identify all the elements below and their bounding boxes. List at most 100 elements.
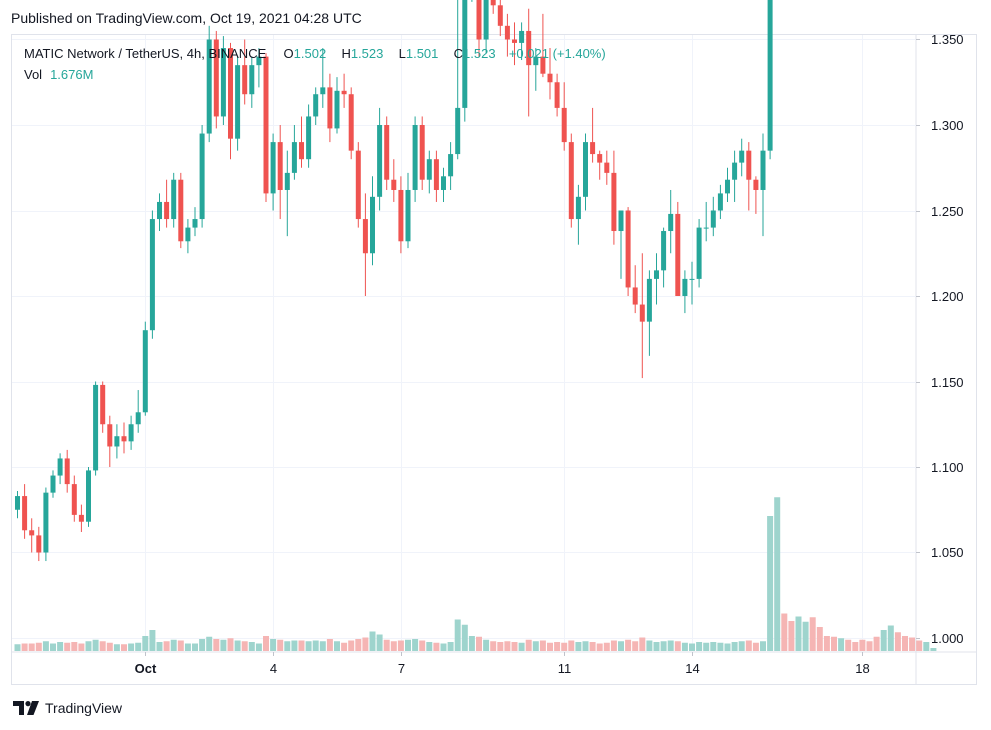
volume-bar: [270, 639, 277, 651]
volume-bar: [35, 642, 42, 651]
volume-bar: [731, 642, 738, 651]
candle-body: [235, 65, 241, 139]
volume-bar: [156, 642, 163, 651]
volume-bar: [334, 641, 340, 651]
volume-bar: [625, 639, 632, 651]
volume-bar: [71, 642, 78, 651]
candle-body: [36, 535, 42, 553]
candle-body: [717, 193, 723, 211]
candle-body: [696, 227, 702, 279]
candle-body: [270, 142, 276, 194]
footer-brand[interactable]: TradingView: [13, 700, 122, 716]
candle-body: [185, 227, 191, 242]
candle-body: [178, 179, 184, 242]
volume-bar: [923, 642, 930, 651]
volume-bar: [50, 643, 56, 651]
volume-bar: [64, 642, 71, 651]
volume-bar: [476, 636, 482, 651]
candle-body: [746, 150, 752, 180]
candle-body: [753, 179, 759, 190]
volume-bar: [99, 641, 106, 651]
candle-body: [107, 424, 113, 447]
candle-body: [625, 210, 631, 288]
open-label: O: [283, 46, 294, 61]
candle-body: [419, 125, 425, 180]
volume-bar: [823, 636, 830, 651]
price-tick-label: 1.300: [931, 118, 964, 133]
volume-bar: [227, 638, 234, 651]
volume-bar: [689, 643, 695, 651]
candle-body: [661, 231, 667, 271]
candle-body: [540, 56, 546, 74]
candle-body: [334, 90, 340, 129]
candle-body: [15, 496, 20, 510]
volume-bar: [582, 641, 589, 651]
candle-body: [43, 492, 49, 553]
candle-body: [448, 154, 454, 177]
volume-bar: [468, 636, 475, 651]
volume-bar: [660, 641, 667, 651]
candle-body: [348, 94, 354, 151]
candle-body: [632, 287, 638, 305]
volume-bar: [184, 643, 191, 651]
volume-bar: [497, 642, 504, 651]
low-value: 1.501: [405, 46, 439, 61]
volume-bar: [28, 643, 35, 651]
candle-body: [561, 107, 567, 143]
volume-bar: [653, 642, 660, 651]
volume-bar: [887, 625, 894, 651]
volume-bar: [646, 640, 653, 651]
candle-body: [703, 227, 709, 229]
volume-bar: [710, 642, 717, 651]
volume-bar: [348, 640, 355, 651]
volume-bars: [14, 497, 937, 651]
candles: [15, 0, 773, 562]
volume-bar: [511, 642, 518, 651]
volume-bar: [781, 613, 788, 651]
volume-bar: [696, 642, 703, 651]
price-tick-label: 1.200: [931, 289, 964, 304]
candle-body: [100, 384, 106, 425]
change-value: +0.021 (+1.40%): [508, 46, 606, 61]
volume-bar: [596, 643, 603, 651]
candle-body: [583, 142, 588, 197]
candle-body: [341, 90, 347, 95]
volume-legend: Vol 1.676M: [24, 67, 93, 82]
volume-bar: [724, 643, 731, 651]
volume-bar: [681, 642, 688, 651]
close-value: 1.523: [463, 46, 496, 61]
volume-bar: [390, 641, 397, 651]
candle-body: [732, 162, 738, 180]
volume-bar: [149, 630, 156, 651]
candle-body: [199, 133, 205, 220]
candle-body: [370, 196, 375, 254]
candle-body: [50, 475, 56, 493]
volume-bar: [170, 639, 177, 651]
candle-body: [654, 270, 659, 279]
volume-bar: [504, 641, 511, 651]
candle-body: [284, 172, 290, 190]
volume-bar: [305, 641, 312, 651]
candle-body: [93, 384, 99, 471]
candle-body: [526, 30, 532, 66]
price-tick-label: 1.100: [931, 460, 964, 475]
volume-bar: [788, 621, 795, 651]
volume-bar: [547, 642, 553, 651]
candle-body: [71, 484, 77, 515]
candle-body: [355, 150, 361, 220]
published-header: Published on TradingView.com, Oct 19, 20…: [11, 10, 362, 26]
volume-bar: [745, 640, 752, 651]
volume-bar: [603, 642, 610, 651]
candle-body: [327, 87, 333, 129]
volume-bar: [405, 639, 411, 651]
volume-bar: [838, 638, 845, 651]
candle-body: [497, 5, 503, 26]
volume-bar: [284, 641, 291, 651]
volume-bar: [106, 642, 113, 651]
candle-body: [57, 458, 63, 476]
candle-body: [533, 56, 539, 66]
candle-body: [512, 39, 517, 43]
candle-body: [519, 30, 525, 43]
symbol-label: MATIC Network / TetherUS, 4h, BINANCE: [24, 46, 267, 61]
